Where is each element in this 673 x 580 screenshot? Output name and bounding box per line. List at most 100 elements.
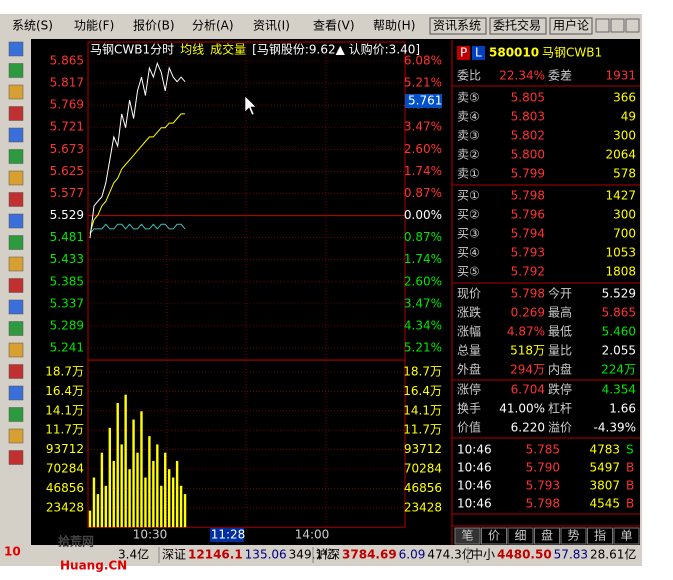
volume-bar [183,494,187,528]
average-line [89,113,185,234]
chart-header-name: 马钢CWB1分时 [90,43,174,57]
tool-icon[interactable] [8,213,24,229]
volume-bar [100,452,104,528]
tool-icon[interactable] [8,106,24,121]
chart-header-volume: 成交量 [210,42,246,57]
stat-label: 最高 [548,305,572,320]
tool-icon[interactable] [8,299,24,315]
volume-bar [140,411,143,528]
tool-icon[interactable] [8,321,24,336]
tool-icon[interactable] [8,278,24,293]
tool-icon[interactable] [8,41,24,57]
volume-axis-label: 18.7万 [45,365,84,379]
stat-value: 5.460 [602,325,636,339]
order-price: 5.800 [511,148,545,162]
tool-icon[interactable] [8,84,24,100]
volume-axis-label-right: 16.4万 [403,384,442,398]
volume-bar [179,485,183,528]
tool-icon[interactable] [8,428,24,444]
order-volume: 578 [613,167,636,181]
tool-icon[interactable] [8,407,24,422]
order-label: 买③ [457,227,480,241]
close-button[interactable] [625,18,640,33]
stat-label: 涨停 [457,382,481,397]
watermark-number: 10 [4,545,21,559]
stat-value: 41.00% [499,402,545,416]
mouse-cursor [244,95,257,116]
order-label: 卖③ [457,129,480,143]
toolbar-button[interactable] [489,17,547,35]
order-volume: 2064 [605,148,636,162]
tool-icon[interactable] [8,192,24,207]
menu-item[interactable]: 系统(S) [12,19,53,33]
tool-icon[interactable] [8,385,24,401]
percent-axis-label: 3.47% [404,120,442,134]
watermark-site: Huang.CN [60,559,127,573]
tab-label: 单 [620,529,632,543]
tab[interactable] [613,527,640,545]
percent-axis-label: 1.74% [404,252,442,266]
price-axis-label: 5.433 [50,252,84,266]
tool-icon[interactable] [8,235,24,250]
order-price: 5.799 [511,167,545,181]
tab-label: 盘 [541,528,553,543]
percent-axis-label: 1.74% [404,164,442,178]
menu-item[interactable]: 帮助(H) [373,19,415,33]
menu-item[interactable]: 功能(F) [74,19,114,33]
volume-axis-label: 70284 [46,462,84,476]
tab[interactable] [534,527,560,545]
percent-axis-label: 0.87% [404,230,442,244]
percent-axis-label: 0.00% [404,208,442,222]
tool-icon[interactable] [8,450,24,465]
stat-label: 内盘 [548,362,572,377]
trade-time: 10:46 [457,479,492,493]
stat-value: 224万 [601,363,636,377]
order-label: 买② [457,208,480,222]
status-item: 12146.1 [188,548,243,562]
stat-value: 1.66 [609,402,636,416]
toolbar-button[interactable] [549,17,593,35]
tool-icon[interactable] [8,149,24,164]
price-axis-label: 5.241 [50,341,84,355]
trade-time: 10:46 [457,443,492,457]
tool-icon[interactable] [8,342,24,358]
tab[interactable] [507,527,534,545]
price-line [89,61,186,239]
order-volume: 49 [621,110,636,124]
volume-bar [148,436,151,528]
order-price: 5.802 [511,129,545,143]
time-label: 11:28 [211,528,246,542]
percent-axis-label: 3.47% [404,296,442,310]
restore-button[interactable] [610,18,625,33]
tool-icon[interactable] [8,256,24,272]
status-item: 沪深 [316,548,340,562]
tab[interactable] [481,527,507,545]
cursor-price-box [405,94,442,108]
toolbar-button[interactable] [429,17,487,35]
order-label: 买④ [457,246,480,260]
minimize-button[interactable] [595,18,610,33]
tab[interactable] [454,527,481,545]
price-axis-label: 5.529 [50,208,84,222]
tool-icon[interactable] [8,127,24,143]
menu-item[interactable]: 查看(V) [313,19,355,33]
volume-axis-label: 23428 [46,500,84,514]
menu-item[interactable]: 资讯(I) [253,19,290,33]
volume-bar [120,444,123,528]
tab[interactable] [587,527,613,545]
status-item: 4480.50 [497,548,552,562]
tab[interactable] [560,527,587,545]
tool-icon[interactable] [8,63,24,78]
status-item: 349.1亿 [289,547,335,562]
stat-label: 现价 [457,287,481,301]
volume-axis-label: 46856 [46,481,84,495]
volume-axis-label-right: 23428 [404,500,442,514]
menu-item[interactable]: 分析(A) [192,19,234,33]
chart-frame [87,41,406,528]
volume-bar [92,477,96,528]
menu-item[interactable]: 报价(B) [133,18,175,33]
price-axis-label: 5.337 [50,296,84,310]
tool-icon[interactable] [8,170,24,186]
tool-icon[interactable] [8,364,24,379]
